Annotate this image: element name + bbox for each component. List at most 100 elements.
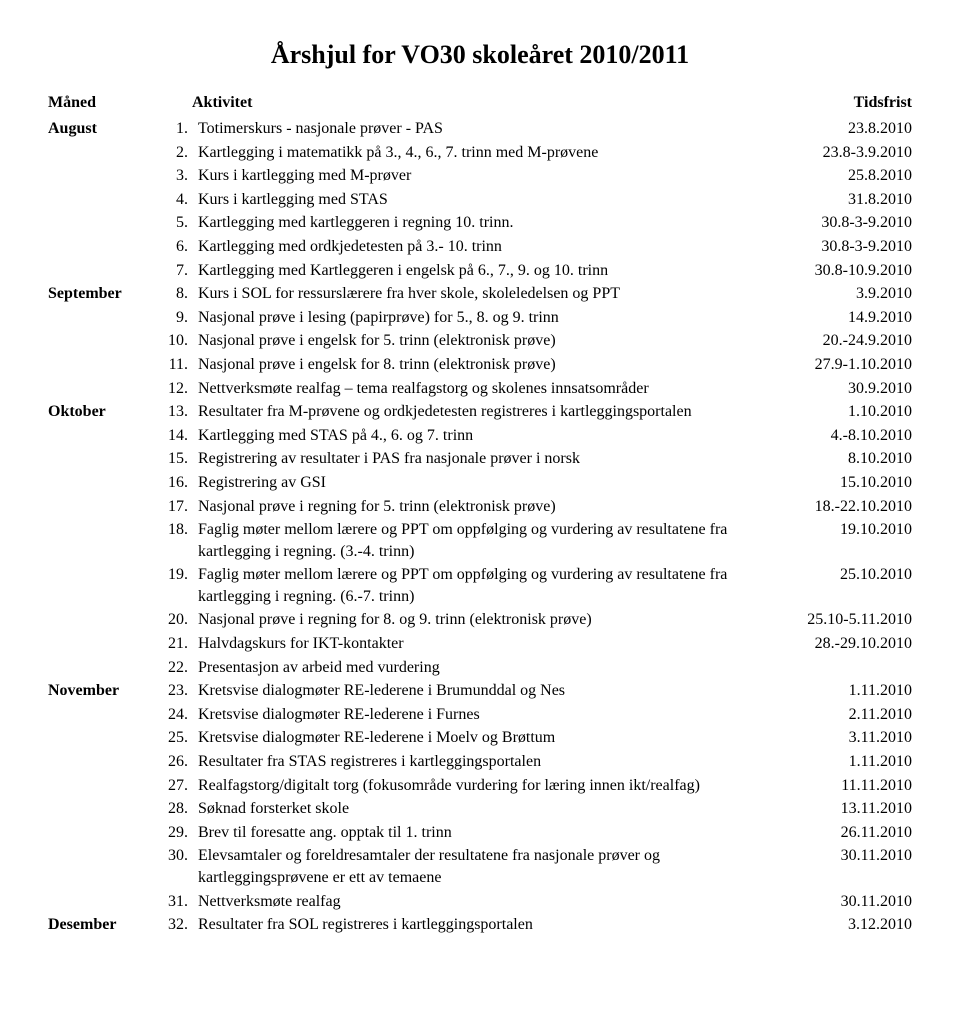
cell-month xyxy=(48,378,160,400)
cell-deadline: 28.-29.10.2010 xyxy=(762,633,912,655)
table-row: 14.Kartlegging med STAS på 4., 6. og 7. … xyxy=(48,425,912,447)
cell-deadline: 11.11.2010 xyxy=(762,775,912,797)
cell-deadline: 30.9.2010 xyxy=(762,378,912,400)
cell-activity: Kartlegging i matematikk på 3., 4., 6., … xyxy=(192,142,762,164)
cell-number: 16. xyxy=(160,472,192,494)
cell-deadline: 30.8-10.9.2010 xyxy=(762,260,912,282)
cell-number: 30. xyxy=(160,845,192,888)
cell-month: Desember xyxy=(48,914,160,936)
cell-number: 1. xyxy=(160,118,192,140)
cell-number: 32. xyxy=(160,914,192,936)
cell-deadline: 1.11.2010 xyxy=(762,680,912,702)
cell-deadline: 19.10.2010 xyxy=(762,519,912,562)
cell-month xyxy=(48,609,160,631)
cell-number: 12. xyxy=(160,378,192,400)
table-row: September8.Kurs i SOL for ressurslærere … xyxy=(48,283,912,305)
header-activity: Aktivitet xyxy=(192,94,762,112)
cell-activity: Registrering av GSI xyxy=(192,472,762,494)
cell-number: 6. xyxy=(160,236,192,258)
table-row: 7.Kartlegging med Kartleggeren i engelsk… xyxy=(48,260,912,282)
header-month: Måned xyxy=(48,94,160,112)
cell-number: 21. xyxy=(160,633,192,655)
cell-month xyxy=(48,727,160,749)
cell-month xyxy=(48,519,160,562)
cell-activity: Faglig møter mellom lærere og PPT om opp… xyxy=(192,564,762,607)
table-row: 10.Nasjonal prøve i engelsk for 5. trinn… xyxy=(48,330,912,352)
table-row: 21.Halvdagskurs for IKT-kontakter28.-29.… xyxy=(48,633,912,655)
cell-activity: Nasjonal prøve i regning for 5. trinn (e… xyxy=(192,496,762,518)
cell-number: 19. xyxy=(160,564,192,607)
header-deadline: Tidsfrist xyxy=(762,94,912,112)
cell-activity: Resultater fra SOL registreres i kartleg… xyxy=(192,914,762,936)
cell-month: August xyxy=(48,118,160,140)
cell-activity: Resultater fra STAS registreres i kartle… xyxy=(192,751,762,773)
cell-activity: Nasjonal prøve i regning for 8. og 9. tr… xyxy=(192,609,762,631)
cell-deadline: 30.8-3-9.2010 xyxy=(762,236,912,258)
cell-month xyxy=(48,189,160,211)
cell-number: 29. xyxy=(160,822,192,844)
cell-month xyxy=(48,142,160,164)
cell-month xyxy=(48,212,160,234)
table-row: 28.Søknad forsterket skole13.11.2010 xyxy=(48,798,912,820)
cell-deadline: 25.8.2010 xyxy=(762,165,912,187)
cell-number: 2. xyxy=(160,142,192,164)
cell-month xyxy=(48,633,160,655)
cell-activity: Presentasjon av arbeid med vurdering xyxy=(192,657,762,679)
cell-month xyxy=(48,472,160,494)
cell-deadline: 25.10-5.11.2010 xyxy=(762,609,912,631)
cell-deadline: 30.8-3-9.2010 xyxy=(762,212,912,234)
cell-number: 28. xyxy=(160,798,192,820)
cell-number: 5. xyxy=(160,212,192,234)
cell-deadline: 1.11.2010 xyxy=(762,751,912,773)
cell-month xyxy=(48,165,160,187)
cell-activity: Totimerskurs - nasjonale prøver - PAS xyxy=(192,118,762,140)
cell-deadline: 31.8.2010 xyxy=(762,189,912,211)
cell-deadline: 25.10.2010 xyxy=(762,564,912,607)
cell-deadline: 2.11.2010 xyxy=(762,704,912,726)
table-row: Oktober13.Resultater fra M-prøvene og or… xyxy=(48,401,912,423)
cell-deadline: 23.8.2010 xyxy=(762,118,912,140)
cell-month xyxy=(48,330,160,352)
table-row: 5.Kartlegging med kartleggeren i regning… xyxy=(48,212,912,234)
cell-number: 15. xyxy=(160,448,192,470)
table-row: 4.Kurs i kartlegging med STAS31.8.2010 xyxy=(48,189,912,211)
cell-number: 7. xyxy=(160,260,192,282)
cell-number: 13. xyxy=(160,401,192,423)
cell-number: 20. xyxy=(160,609,192,631)
table-row: 19.Faglig møter mellom lærere og PPT om … xyxy=(48,564,912,607)
cell-month xyxy=(48,845,160,888)
table-row: 16.Registrering av GSI15.10.2010 xyxy=(48,472,912,494)
cell-deadline: 26.11.2010 xyxy=(762,822,912,844)
header-num xyxy=(160,94,192,112)
cell-activity: Kretsvise dialogmøter RE-lederene i Furn… xyxy=(192,704,762,726)
table-row: 2.Kartlegging i matematikk på 3., 4., 6.… xyxy=(48,142,912,164)
cell-deadline: 14.9.2010 xyxy=(762,307,912,329)
cell-deadline: 20.-24.9.2010 xyxy=(762,330,912,352)
table-row: Desember32.Resultater fra SOL registrere… xyxy=(48,914,912,936)
table-row: 24.Kretsvise dialogmøter RE-lederene i F… xyxy=(48,704,912,726)
cell-deadline xyxy=(762,657,912,679)
table-row: August1.Totimerskurs - nasjonale prøver … xyxy=(48,118,912,140)
cell-month xyxy=(48,425,160,447)
cell-deadline: 30.11.2010 xyxy=(762,891,912,913)
table-row: 29.Brev til foresatte ang. opptak til 1.… xyxy=(48,822,912,844)
cell-number: 14. xyxy=(160,425,192,447)
cell-activity: Nasjonal prøve i engelsk for 8. trinn (e… xyxy=(192,354,762,376)
cell-activity: Nasjonal prøve i lesing (papirprøve) for… xyxy=(192,307,762,329)
cell-number: 11. xyxy=(160,354,192,376)
table-row: 26.Resultater fra STAS registreres i kar… xyxy=(48,751,912,773)
cell-activity: Kretsvise dialogmøter RE-lederene i Brum… xyxy=(192,680,762,702)
cell-deadline: 18.-22.10.2010 xyxy=(762,496,912,518)
cell-deadline: 15.10.2010 xyxy=(762,472,912,494)
cell-number: 23. xyxy=(160,680,192,702)
cell-activity: Faglig møter mellom lærere og PPT om opp… xyxy=(192,519,762,562)
cell-activity: Nettverksmøte realfag xyxy=(192,891,762,913)
cell-deadline: 3.12.2010 xyxy=(762,914,912,936)
cell-deadline: 3.9.2010 xyxy=(762,283,912,305)
cell-month: November xyxy=(48,680,160,702)
cell-month: Oktober xyxy=(48,401,160,423)
cell-number: 25. xyxy=(160,727,192,749)
cell-month xyxy=(48,448,160,470)
cell-month xyxy=(48,564,160,607)
cell-month xyxy=(48,751,160,773)
